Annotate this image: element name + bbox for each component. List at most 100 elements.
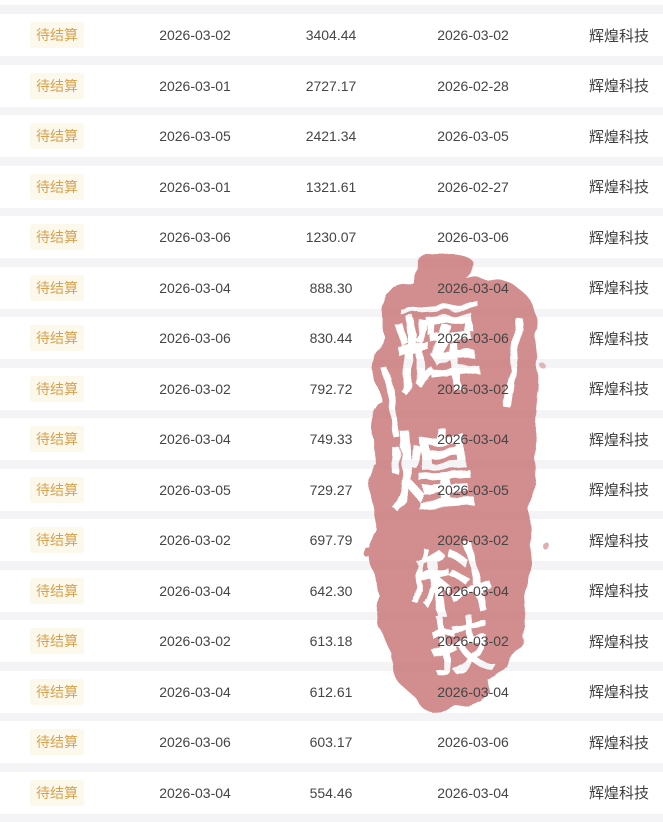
settle-date: 2026-02-27 xyxy=(437,178,509,195)
status-cell: 待结算 xyxy=(0,22,120,48)
table-row[interactable]: 待结算 2026-03-01 2727.17 2026-02-28 辉煌科技 xyxy=(0,64,663,107)
order-date: 2026-03-02 xyxy=(159,380,231,397)
order-date: 2026-03-04 xyxy=(159,431,231,447)
amount-value: 729.27 xyxy=(309,481,353,498)
status-badge: 待结算 xyxy=(30,22,84,48)
settle-date: 2026-03-06 xyxy=(437,330,509,346)
company-name: 辉煌科技 xyxy=(588,78,649,95)
company-name: 辉煌科技 xyxy=(588,229,649,247)
status-badge: 待结算 xyxy=(30,426,84,452)
order-date: 2026-03-05 xyxy=(159,128,231,144)
order-date: 2026-03-02 xyxy=(159,633,231,649)
status-cell: 待结算 xyxy=(0,678,120,705)
status-cell: 待结算 xyxy=(0,729,120,755)
order-date: 2026-03-05 xyxy=(159,481,231,498)
status-badge: 待结算 xyxy=(30,274,84,301)
status-badge: 待结算 xyxy=(30,476,84,503)
table-row[interactable]: 待结算 2026-03-06 1230.07 2026-03-06 辉煌科技 xyxy=(0,216,663,258)
status-badge: 待结算 xyxy=(30,729,84,755)
settle-date: 2026-03-04 xyxy=(437,784,509,801)
company-name: 辉煌科技 xyxy=(588,583,649,600)
status-badge: 待结算 xyxy=(30,72,84,99)
status-cell: 待结算 xyxy=(0,72,120,99)
amount-value: 749.33 xyxy=(309,431,353,447)
company-name: 辉煌科技 xyxy=(588,532,649,550)
company-name: 辉煌科技 xyxy=(588,128,649,146)
table-row[interactable]: 待结算 2026-03-05 2421.34 2026-03-05 辉煌科技 xyxy=(0,115,663,157)
settle-date: 2026-03-02 xyxy=(437,532,509,548)
status-badge: 待结算 xyxy=(30,678,84,705)
order-date: 2026-03-02 xyxy=(159,27,231,43)
company-name: 辉煌科技 xyxy=(588,330,649,348)
settle-date: 2026-03-02 xyxy=(437,380,509,397)
status-badge: 待结算 xyxy=(30,123,84,149)
amount-value: 612.61 xyxy=(309,683,353,700)
status-cell: 待结算 xyxy=(0,476,120,503)
table-row[interactable]: 待结算 2026-03-01 1321.61 2026-02-27 辉煌科技 xyxy=(0,165,663,208)
table-row[interactable]: 待结算 2026-03-04 642.30 2026-03-04 辉煌科技 xyxy=(0,569,663,612)
settle-date: 2026-03-06 xyxy=(437,734,509,750)
order-date: 2026-03-01 xyxy=(159,178,231,195)
order-date: 2026-03-06 xyxy=(159,229,231,245)
status-badge: 待结算 xyxy=(30,628,84,654)
order-date: 2026-03-04 xyxy=(159,582,231,599)
company-name: 辉煌科技 xyxy=(588,27,649,45)
order-date: 2026-03-04 xyxy=(159,683,231,700)
status-cell: 待结算 xyxy=(0,375,120,402)
status-cell: 待结算 xyxy=(0,779,120,806)
amount-value: 792.72 xyxy=(309,380,353,397)
table-row[interactable]: 待结算 2026-03-04 888.30 2026-03-04 辉煌科技 xyxy=(0,266,663,309)
status-cell: 待结算 xyxy=(0,628,120,654)
amount-value: 613.18 xyxy=(309,633,353,649)
amount-value: 1321.61 xyxy=(305,178,357,195)
table-row[interactable]: 待结算 2026-03-02 697.79 2026-03-02 辉煌科技 xyxy=(0,519,663,561)
status-badge: 待结算 xyxy=(30,779,84,806)
status-cell: 待结算 xyxy=(0,224,120,250)
company-name: 辉煌科技 xyxy=(588,431,649,449)
status-cell: 待结算 xyxy=(0,426,120,452)
settle-date: 2026-03-02 xyxy=(437,633,509,649)
status-badge: 待结算 xyxy=(30,375,84,402)
company-name: 辉煌科技 xyxy=(588,684,649,701)
table-row[interactable]: 待结算 2026-03-04 612.61 2026-03-04 辉煌科技 xyxy=(0,670,663,713)
status-badge: 待结算 xyxy=(30,224,84,250)
company-name: 辉煌科技 xyxy=(588,785,649,802)
amount-value: 2421.34 xyxy=(305,128,357,144)
order-date: 2026-03-01 xyxy=(159,77,231,94)
status-badge: 待结算 xyxy=(30,577,84,604)
status-cell: 待结算 xyxy=(0,577,120,604)
table-row[interactable]: 待结算 2026-03-04 749.33 2026-03-04 辉煌科技 xyxy=(0,418,663,460)
status-cell: 待结算 xyxy=(0,274,120,301)
settle-date: 2026-03-05 xyxy=(437,481,509,498)
table-row[interactable]: 待结算 2026-03-02 613.18 2026-03-02 辉煌科技 xyxy=(0,620,663,662)
order-date: 2026-03-06 xyxy=(159,330,231,346)
order-date: 2026-03-02 xyxy=(159,532,231,548)
company-name: 辉煌科技 xyxy=(588,179,649,196)
table-row[interactable]: 待结算 2026-03-06 830.44 2026-03-06 辉煌科技 xyxy=(0,317,663,359)
amount-value: 3404.44 xyxy=(305,27,357,43)
status-badge: 待结算 xyxy=(30,173,84,200)
status-badge: 待结算 xyxy=(30,325,84,351)
table-row[interactable]: 待结算 2026-03-04 554.46 2026-03-04 辉煌科技 xyxy=(0,771,663,814)
table-row[interactable]: 待结算 2026-03-06 603.17 2026-03-06 辉煌科技 xyxy=(0,721,663,763)
settle-date: 2026-02-28 xyxy=(437,77,509,94)
amount-value: 2727.17 xyxy=(305,77,357,94)
status-cell: 待结算 xyxy=(0,527,120,553)
table-row[interactable]: 待结算 2026-03-02 3404.44 2026-03-02 辉煌科技 xyxy=(0,14,663,56)
company-name: 辉煌科技 xyxy=(588,482,649,499)
previous-row-partial xyxy=(0,0,663,14)
amount-value: 642.30 xyxy=(309,582,353,599)
amount-value: 1230.07 xyxy=(305,229,357,245)
amount-value: 554.46 xyxy=(309,784,353,801)
settle-date: 2026-03-04 xyxy=(437,431,509,447)
amount-value: 830.44 xyxy=(309,330,353,346)
table-row[interactable]: 待结算 2026-03-05 729.27 2026-03-05 辉煌科技 xyxy=(0,468,663,511)
settle-date: 2026-03-04 xyxy=(437,279,509,296)
table-row[interactable]: 待结算 2026-03-02 792.72 2026-03-02 辉煌科技 xyxy=(0,367,663,410)
status-cell: 待结算 xyxy=(0,325,120,351)
settle-date: 2026-03-02 xyxy=(437,27,509,43)
settle-date: 2026-03-04 xyxy=(437,582,509,599)
settle-date: 2026-03-06 xyxy=(437,229,509,245)
amount-value: 697.79 xyxy=(309,532,353,548)
